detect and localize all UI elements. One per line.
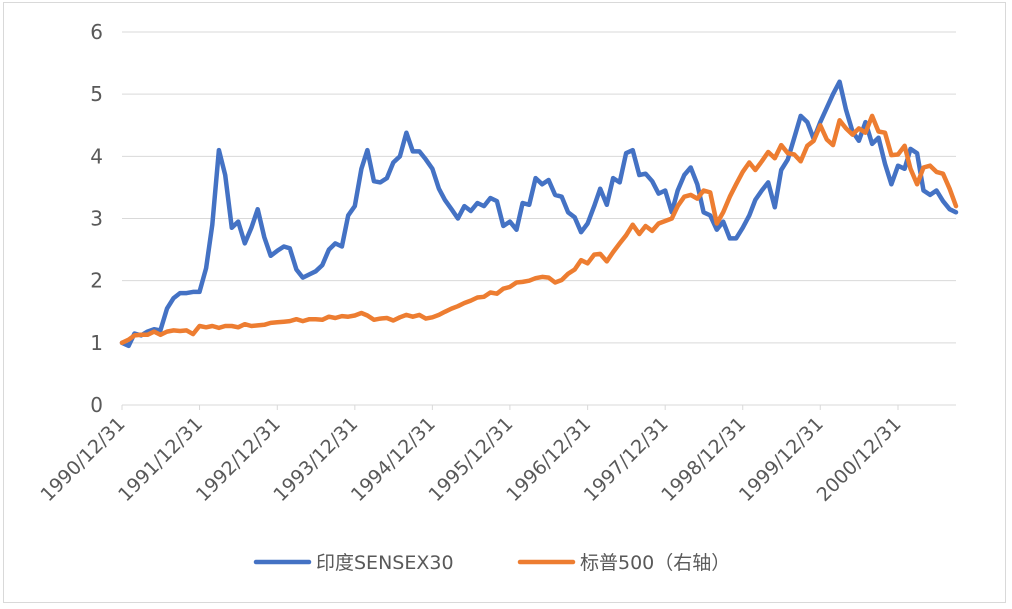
legend-label: 标普500（右轴） [580,552,730,574]
y-tick-label: 5 [90,82,103,106]
y-tick-label: 4 [90,144,103,168]
x-axis: 1990/12/311991/12/311992/12/311993/12/31… [37,405,906,506]
y-axis: 0 1 2 3 4 5 6 [90,20,103,417]
series-line-2 [119,113,959,346]
y-tick-label: 0 [90,393,103,417]
series-line-1 [119,79,959,349]
gridlines [122,31,956,406]
x-tick-label: 2000/12/31 [813,413,906,506]
y-tick-label: 1 [90,331,103,355]
y-tick-label: 3 [90,207,103,231]
legend: 印度SENSEX30 标普500（右轴） [253,552,730,574]
y-tick-label: 6 [90,20,103,44]
series-lines [119,79,959,349]
legend-label: 印度SENSEX30 [316,552,454,574]
y-tick-label: 2 [90,269,103,293]
